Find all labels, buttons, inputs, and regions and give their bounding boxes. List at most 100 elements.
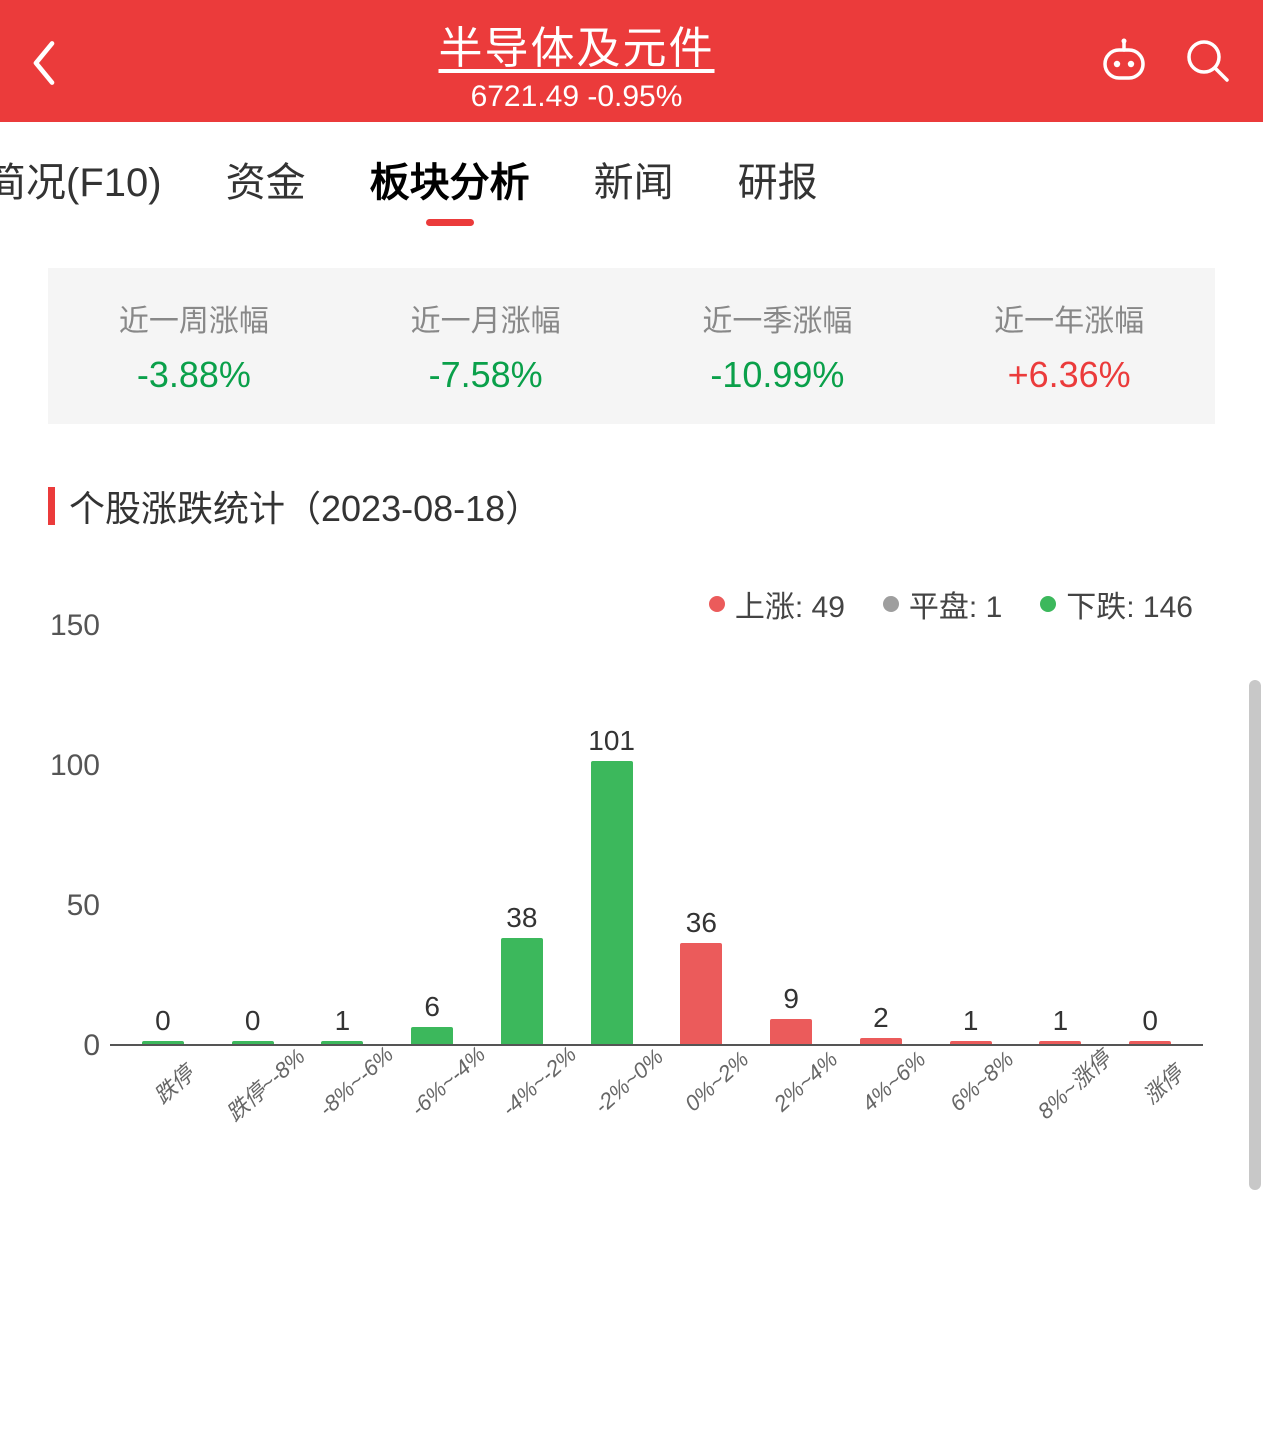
y-tick: 50 <box>67 889 100 923</box>
header-actions <box>1063 36 1233 91</box>
legend-dot-up <box>709 596 725 612</box>
bar-value-label: 0 <box>245 1005 261 1037</box>
tab-0[interactable]: 简况(F10) <box>0 150 194 208</box>
bar[interactable] <box>321 1041 363 1044</box>
bar-col-9: 1 <box>926 626 1016 1044</box>
x-tick-4: -4%~-2% <box>496 1042 585 1127</box>
x-tick-3: -6%~-4% <box>405 1042 494 1127</box>
bar-value-label: 0 <box>155 1005 171 1037</box>
scrollbar[interactable] <box>1249 680 1263 1190</box>
bar-value-label: 2 <box>873 1002 889 1034</box>
chevron-left-icon <box>30 40 58 86</box>
x-tick-0: 跌停 <box>129 1042 216 1125</box>
legend-up: 上涨: 49 <box>709 582 845 626</box>
stat-cell-1: 近一月涨幅 -7.58% <box>340 296 632 396</box>
stat-cell-3: 近一年涨幅 +6.36% <box>923 296 1215 396</box>
stat-label: 近一季涨幅 <box>632 296 924 340</box>
y-tick: 150 <box>50 609 100 643</box>
stat-value: +6.36% <box>923 354 1215 396</box>
tab-3[interactable]: 新闻 <box>562 150 706 208</box>
bar-col-3: 6 <box>387 626 477 1044</box>
stock-price: 6721.49 <box>471 80 579 113</box>
chart-plot-area: 0 0 1 6 38 101 36 9 2 1 1 0 <box>110 626 1203 1046</box>
bar-col-2: 1 <box>298 626 388 1044</box>
section-title: 个股涨跌统计 （2023-08-18） <box>48 480 1263 532</box>
stat-value: -10.99% <box>632 354 924 396</box>
section-title-text: 个股涨跌统计 <box>69 480 285 532</box>
bar-col-6: 36 <box>657 626 747 1044</box>
bar-col-11: 0 <box>1105 626 1195 1044</box>
bars-container: 0 0 1 6 38 101 36 9 2 1 1 0 <box>118 626 1195 1044</box>
stat-value: -7.58% <box>340 354 632 396</box>
stat-value: -3.88% <box>48 354 340 396</box>
stat-label: 近一周涨幅 <box>48 296 340 340</box>
stat-label: 近一月涨幅 <box>340 296 632 340</box>
bar-value-label: 6 <box>424 991 440 1023</box>
section-accent-bar <box>48 487 55 525</box>
bar-col-4: 38 <box>477 626 567 1044</box>
x-tick-6: 0%~2% <box>675 1042 762 1125</box>
tab-4[interactable]: 研报 <box>706 150 850 208</box>
stock-name[interactable]: 半导体及元件 <box>90 12 1063 76</box>
tab-1[interactable]: 资金 <box>194 150 338 208</box>
bar-value-label: 9 <box>783 983 799 1015</box>
stock-price-line: 6721.49 -0.95% <box>90 80 1063 114</box>
bar[interactable] <box>680 943 722 1044</box>
stock-change: -0.95% <box>587 80 682 113</box>
bar[interactable] <box>770 1019 812 1044</box>
legend-dot-flat <box>883 596 899 612</box>
period-stats-row: 近一周涨幅 -3.88%近一月涨幅 -7.58%近一季涨幅 -10.99% 近一年涨幅 +… <box>48 268 1215 424</box>
bar[interactable] <box>591 761 633 1044</box>
x-tick-11: 涨停 <box>1118 1042 1205 1125</box>
bar[interactable] <box>950 1041 992 1044</box>
tab-bar: 简况(F10)资金板块分析新闻研报 <box>0 122 1263 228</box>
x-tick-5: -2%~0% <box>587 1042 674 1125</box>
y-tick: 100 <box>50 749 100 783</box>
bar-value-label: 1 <box>335 1005 351 1037</box>
bar-value-label: 0 <box>1142 1005 1158 1037</box>
app-header: 半导体及元件 6721.49 -0.95% <box>0 0 1263 122</box>
bar-col-10: 1 <box>1016 626 1106 1044</box>
back-button[interactable] <box>30 40 90 86</box>
bar-col-5: 101 <box>567 626 657 1044</box>
bar-col-8: 2 <box>836 626 926 1044</box>
x-tick-2: -8%~-6% <box>314 1042 403 1127</box>
bar[interactable] <box>501 938 543 1044</box>
x-tick-8: 4%~6% <box>852 1042 939 1125</box>
bar-col-7: 9 <box>746 626 836 1044</box>
tab-2[interactable]: 板块分析 <box>338 150 562 208</box>
bar[interactable] <box>1039 1041 1081 1044</box>
legend-text: 下跌: 146 <box>1066 582 1193 626</box>
bar-value-label: 36 <box>686 907 717 939</box>
legend-dot-down <box>1040 596 1056 612</box>
bar[interactable] <box>411 1027 453 1044</box>
bar-value-label: 38 <box>506 902 537 934</box>
bar[interactable] <box>232 1041 274 1044</box>
bar-col-0: 0 <box>118 626 208 1044</box>
x-tick-1: 跌停~-8% <box>219 1040 312 1128</box>
bar[interactable] <box>860 1038 902 1044</box>
x-tick-7: 2%~4% <box>764 1042 851 1125</box>
bar[interactable] <box>1129 1041 1171 1044</box>
y-tick: 0 <box>83 1029 100 1063</box>
assistant-icon[interactable] <box>1099 36 1149 91</box>
scrollbar-thumb[interactable] <box>1249 680 1261 1190</box>
stat-label: 近一年涨幅 <box>923 296 1215 340</box>
chart-legend: 上涨: 49 平盘: 1 下跌: 146 <box>0 532 1263 626</box>
bar-value-label: 1 <box>1053 1005 1069 1037</box>
search-icon[interactable] <box>1183 36 1233 91</box>
x-axis-labels: 跌停跌停~-8%-8%~-6%-6%~-4%-4%~-2%-2%~0%0%~2%… <box>118 1056 1195 1104</box>
legend-text: 平盘: 1 <box>909 582 1002 626</box>
bar-value-label: 1 <box>963 1005 979 1037</box>
bar[interactable] <box>142 1041 184 1044</box>
x-tick-9: 6%~8% <box>941 1042 1028 1125</box>
x-tick-10: 8%~涨停 <box>1029 1042 1116 1125</box>
section-date: （2023-08-18） <box>285 480 541 532</box>
legend-down: 下跌: 146 <box>1040 582 1193 626</box>
bar-value-label: 101 <box>588 725 635 757</box>
header-center: 半导体及元件 6721.49 -0.95% <box>90 12 1063 114</box>
legend-flat: 平盘: 1 <box>883 582 1002 626</box>
legend-text: 上涨: 49 <box>735 582 845 626</box>
bar-col-1: 0 <box>208 626 298 1044</box>
stat-cell-0: 近一周涨幅 -3.88% <box>48 296 340 396</box>
